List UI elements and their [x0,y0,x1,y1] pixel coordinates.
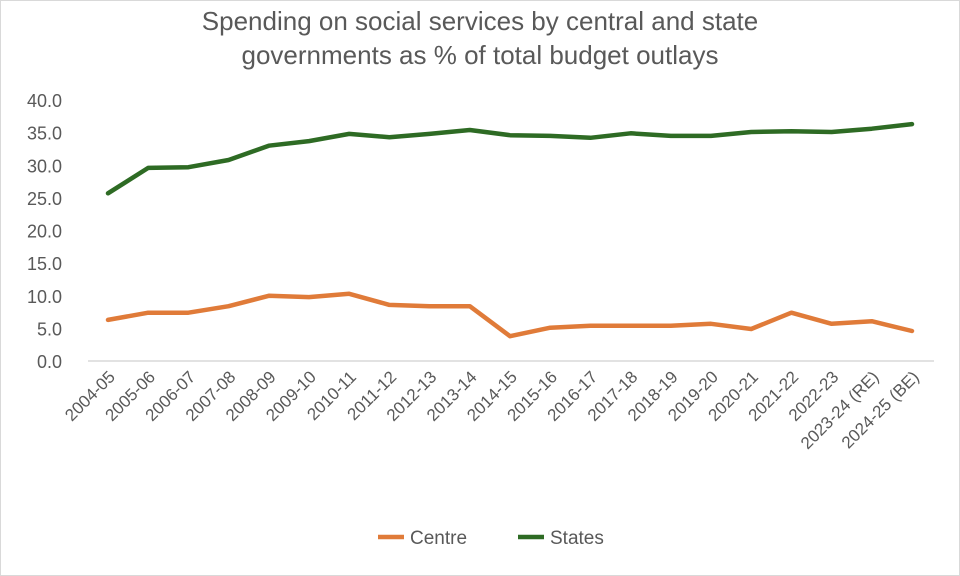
chart-title: Spending on social services by central a… [0,4,960,72]
legend-label-centre: Centre [410,528,467,549]
series-line-states [105,121,915,196]
series-line-centre [105,291,915,339]
y-tick-label: 20.0 [27,222,62,242]
chart-title-line-1: Spending on social services by central a… [201,6,759,36]
y-tick-label: 0.0 [37,352,62,372]
y-tick-label: 30.0 [27,156,62,176]
y-tick-label: 15.0 [27,254,62,274]
y-tick-label: 35.0 [27,124,62,144]
y-tick-label: 40.0 [27,91,62,111]
y-tick-label: 5.0 [37,319,62,339]
y-tick-label: 10.0 [27,287,62,307]
y-tick-label: 25.0 [27,189,62,209]
legend-label-states: States [550,528,604,549]
chart-title-line-2: governments as % of total budget outlays [241,40,719,70]
